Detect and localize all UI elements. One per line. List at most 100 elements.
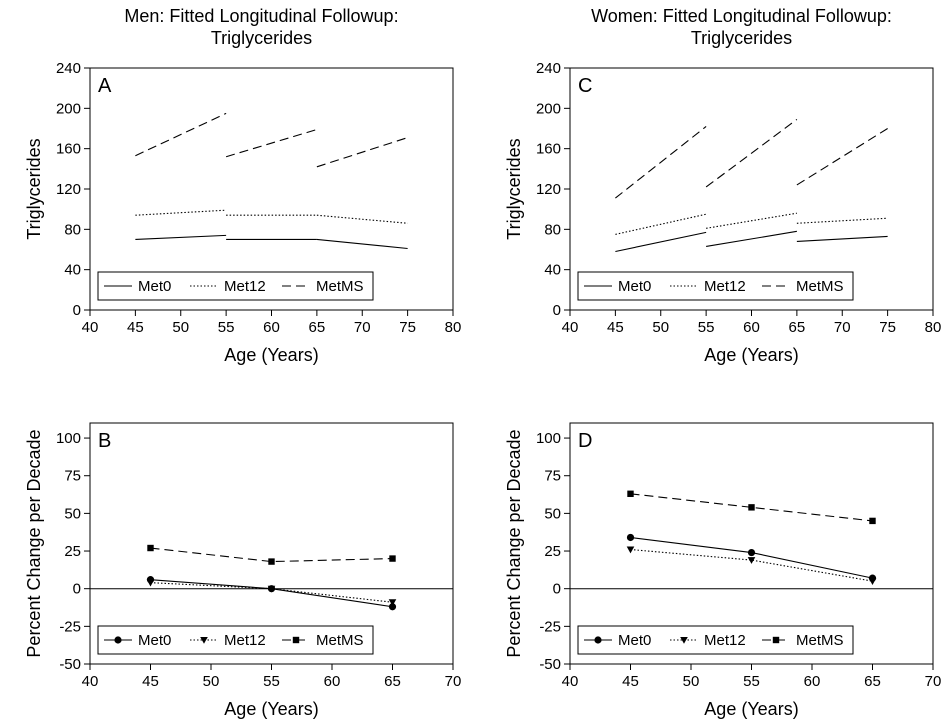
y-tick-label: 0 bbox=[73, 581, 81, 598]
legend-marker-metms bbox=[292, 636, 300, 644]
series-line-met0 bbox=[706, 230, 797, 248]
series-metms bbox=[147, 544, 396, 565]
data-point-metms bbox=[627, 490, 634, 497]
series-line-met12 bbox=[316, 214, 408, 224]
y-tick-label: -25 bbox=[59, 618, 81, 635]
series-line-metms bbox=[150, 547, 393, 563]
legend-label-metms: MetMS bbox=[316, 632, 364, 649]
y-tick-label: 100 bbox=[536, 430, 561, 447]
series-met12 bbox=[615, 212, 888, 235]
legend-label-met0: Met0 bbox=[618, 278, 651, 295]
series-metms bbox=[615, 118, 888, 199]
y-tick-label: 120 bbox=[56, 181, 81, 198]
data-point-met0 bbox=[747, 548, 756, 557]
x-axis-label: Age (Years) bbox=[224, 699, 318, 719]
data-point-met0 bbox=[388, 603, 397, 611]
y-tick-label: 80 bbox=[544, 221, 561, 238]
legend-marker-met12 bbox=[680, 637, 688, 644]
x-tick-label: 45 bbox=[127, 319, 144, 336]
x-tick-label: 60 bbox=[804, 673, 821, 690]
x-tick-label: 65 bbox=[864, 673, 881, 690]
x-tick-label: 55 bbox=[263, 673, 280, 690]
x-tick-label: 60 bbox=[743, 319, 760, 336]
series-line-met12 bbox=[135, 209, 227, 216]
y-tick-label: 240 bbox=[56, 60, 81, 77]
y-tick-label: 40 bbox=[64, 262, 81, 279]
y-tick-label: 160 bbox=[56, 141, 81, 158]
series-line-metms bbox=[630, 493, 873, 522]
x-tick-label: 70 bbox=[925, 673, 942, 690]
x-tick-label: 75 bbox=[879, 319, 896, 336]
data-point-metms bbox=[147, 544, 154, 552]
series-line-metms bbox=[615, 126, 707, 199]
y-tick-label: 25 bbox=[544, 543, 561, 560]
y-axis-label: Triglycerides bbox=[24, 138, 44, 239]
series-line-metms bbox=[225, 128, 318, 158]
y-tick-label: 50 bbox=[64, 505, 81, 522]
panel-letter: A bbox=[98, 75, 112, 97]
legend-box bbox=[577, 271, 854, 301]
data-point-met12 bbox=[747, 557, 756, 564]
x-tick-label: 65 bbox=[789, 319, 806, 336]
y-tick-label: 40 bbox=[544, 262, 561, 279]
x-tick-label: 70 bbox=[834, 319, 851, 336]
legend-marker-met0 bbox=[114, 636, 122, 644]
y-tick-label: 200 bbox=[56, 100, 81, 117]
y-tick-label: 200 bbox=[536, 100, 561, 117]
series-line-met0 bbox=[316, 238, 408, 250]
legend-label-met12: Met12 bbox=[224, 278, 266, 295]
y-tick-label: 80 bbox=[64, 221, 81, 238]
y-tick-label: 120 bbox=[536, 181, 561, 198]
y-tick-label: 100 bbox=[56, 430, 81, 447]
panel-b: B 40 45 50 55 60 65 70 -50 -25 0 25 50 75 100 Age (Year… bbox=[24, 422, 462, 719]
x-tick-label: 55 bbox=[698, 319, 715, 336]
legend-marker-metms bbox=[772, 636, 780, 644]
x-tick-label: 65 bbox=[309, 319, 326, 336]
series-line-met12 bbox=[796, 217, 888, 224]
y-tick-label: 50 bbox=[544, 505, 561, 522]
legend: Met0 Met12 MetMS bbox=[577, 625, 854, 655]
y-tick-label: 0 bbox=[553, 581, 561, 598]
legend-label-metms: MetMS bbox=[796, 278, 844, 295]
series-line-met0 bbox=[615, 231, 707, 253]
x-tick-label: 70 bbox=[445, 673, 462, 690]
series-metms bbox=[135, 112, 408, 168]
series-met0 bbox=[615, 230, 888, 253]
y-tick-label: 240 bbox=[536, 60, 561, 77]
series-line-met12 bbox=[630, 548, 873, 582]
series-met12 bbox=[626, 546, 877, 585]
panel-letter: B bbox=[98, 430, 111, 452]
y-tick-label: 0 bbox=[73, 302, 81, 319]
panel-letter: C bbox=[578, 75, 592, 97]
y-axis-label: Percent Change per Decade bbox=[504, 429, 524, 657]
x-tick-label: 65 bbox=[384, 673, 401, 690]
data-point-met12 bbox=[267, 585, 276, 593]
series-met12 bbox=[135, 209, 408, 224]
x-tick-label: 55 bbox=[218, 319, 235, 336]
series-line-metms bbox=[705, 118, 798, 188]
series-metms bbox=[627, 490, 876, 525]
x-axis-label: Age (Years) bbox=[224, 345, 318, 365]
y-axis-label: Triglycerides bbox=[504, 138, 524, 239]
chart-title: Women: Fitted Longitudinal Followup: Trig… bbox=[591, 6, 892, 48]
data-point-met12 bbox=[146, 579, 155, 587]
series-line-metms bbox=[796, 128, 888, 186]
data-point-met12 bbox=[626, 546, 635, 554]
x-axis-label: Age (Years) bbox=[704, 699, 798, 719]
series-met12 bbox=[146, 579, 397, 607]
series-met0 bbox=[626, 533, 877, 582]
legend-label-met12: Met12 bbox=[704, 278, 746, 295]
x-tick-label: 40 bbox=[82, 319, 99, 336]
legend-label-met0: Met0 bbox=[138, 278, 171, 295]
y-axis-label: Percent Change per Decade bbox=[24, 429, 44, 657]
x-axis-label: Age (Years) bbox=[704, 345, 798, 365]
x-tick-label: 50 bbox=[683, 673, 700, 690]
legend: Met0 Met12 MetMS bbox=[97, 271, 374, 301]
x-tick-label: 60 bbox=[324, 673, 341, 690]
series-line-metms bbox=[316, 137, 408, 168]
series-line-met0 bbox=[796, 235, 888, 242]
data-point-metms bbox=[389, 555, 396, 562]
y-tick-label: -50 bbox=[539, 656, 561, 673]
y-tick-label: 75 bbox=[544, 468, 561, 485]
chart-title: Men: Fitted Longitudinal Followup: Trigly… bbox=[124, 6, 398, 48]
